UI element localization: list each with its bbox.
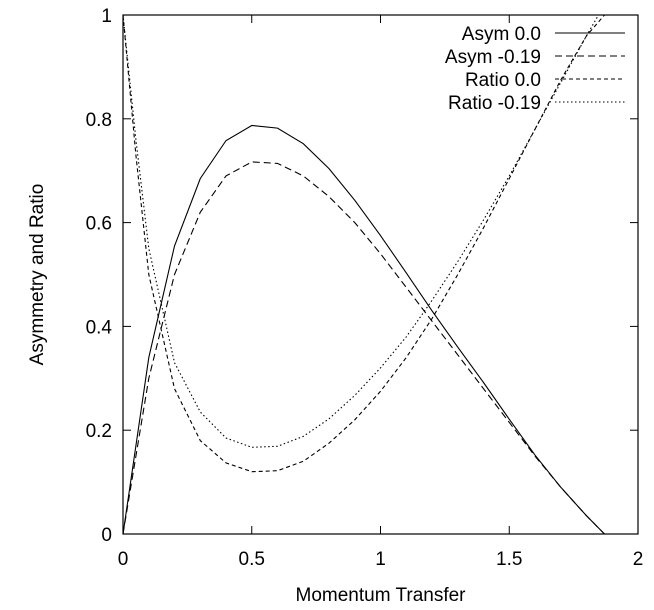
y-axis: 0 0.2 0.4 0.6 0.8 1	[86, 6, 638, 546]
x-tick-label: 2	[633, 549, 644, 570]
series-line-1	[123, 124, 605, 534]
x-axis: 0 0.5 1 1.5 2	[118, 15, 644, 570]
y-tick-label: 0	[101, 525, 112, 546]
plot-frame	[122, 14, 639, 535]
x-axis-title: Momentum Transfer	[296, 585, 467, 606]
legend-label: Asym -0.19	[445, 47, 541, 68]
y-tick-label: 0.8	[86, 110, 112, 131]
series-lines	[123, 15, 605, 534]
legend-label: Asym 0.0	[462, 24, 541, 45]
legend-label: Ratio -0.19	[448, 93, 541, 114]
x-tick-label: 1.5	[496, 549, 522, 570]
y-tick-label: 0.4	[86, 317, 113, 338]
x-tick-label: 0	[118, 549, 129, 570]
series-line-3	[123, 15, 605, 473]
y-tick-label: 0.2	[86, 421, 112, 442]
x-tick-label: 0.5	[239, 549, 265, 570]
x-tick-label: 1	[375, 549, 386, 570]
y-tick-label: 0.6	[86, 214, 112, 235]
series-line-2	[123, 161, 605, 534]
legend-label: Ratio 0.0	[465, 70, 541, 91]
y-tick-label: 1	[101, 6, 112, 27]
plot-frame-rect	[122, 14, 639, 535]
y-axis-title: Asymmetry and Ratio	[27, 184, 48, 366]
